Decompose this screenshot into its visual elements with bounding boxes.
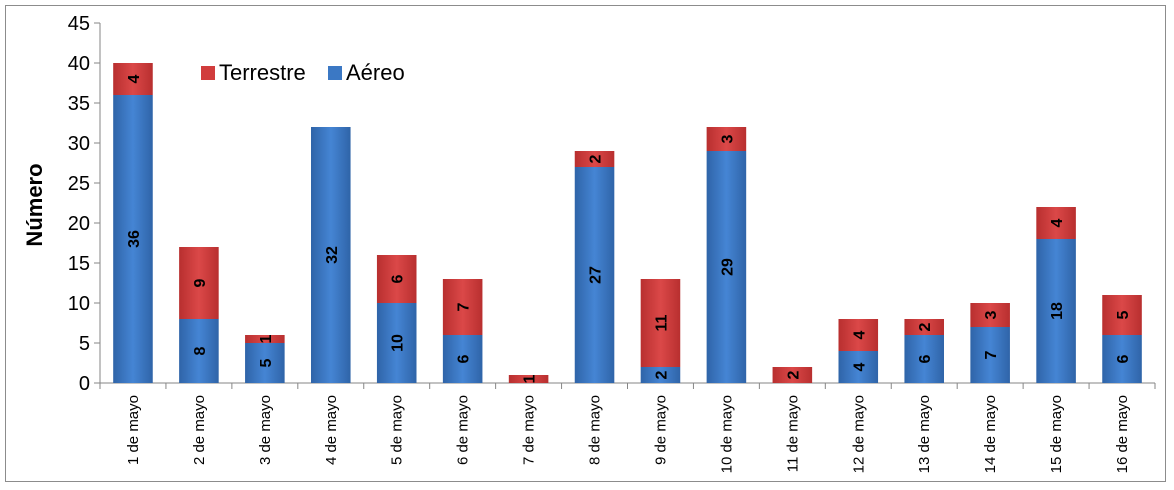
data-label-terrestre: 7 <box>456 302 473 311</box>
bar-aereo[interactable] <box>970 327 1010 383</box>
bar-aereo[interactable] <box>113 95 153 383</box>
x-tick-label: 4 de mayo <box>323 395 340 465</box>
data-label-terrestre: 3 <box>983 310 1000 319</box>
bar-terrestre[interactable] <box>113 63 153 95</box>
legend-label-terrestre: Terrestre <box>219 60 306 85</box>
data-label-aereo: 8 <box>192 346 209 355</box>
x-tick-label: 15 de mayo <box>1048 395 1065 473</box>
data-label-terrestre: 4 <box>126 74 143 83</box>
y-tick-label: 15 <box>68 253 90 275</box>
data-label-aereo: 36 <box>126 230 143 248</box>
data-label-aereo: 6 <box>456 354 473 363</box>
bar-terrestre[interactable] <box>245 335 285 343</box>
x-tick-label: 11 de mayo <box>784 395 801 472</box>
bar-aereo[interactable] <box>442 335 483 383</box>
bar-terrestre[interactable] <box>772 367 813 383</box>
data-label-terrestre: 4 <box>851 330 868 339</box>
bar-terrestre[interactable] <box>1102 295 1142 335</box>
data-label-terrestre: 1 <box>258 334 275 343</box>
bar-terrestre[interactable] <box>179 247 219 319</box>
x-tick-label: 1 de mayo <box>125 395 142 465</box>
bar-aereo[interactable] <box>311 127 351 383</box>
bar-aereo[interactable] <box>838 351 879 383</box>
y-tick-label: 5 <box>79 333 90 355</box>
bar-aereo[interactable] <box>179 319 219 383</box>
bars-group <box>113 63 1142 383</box>
data-label-terrestre: 4 <box>1049 218 1066 227</box>
bar-terrestre[interactable] <box>1036 207 1076 239</box>
x-tick-label: 2 de mayo <box>191 395 208 465</box>
legend-swatch-terrestre <box>201 66 215 80</box>
data-label-aereo: 6 <box>1115 354 1132 363</box>
bar-terrestre[interactable] <box>376 255 417 303</box>
x-tick-label: 16 de mayo <box>1114 395 1131 473</box>
y-tick-label: 20 <box>68 213 90 235</box>
data-label-terrestre: 2 <box>917 322 934 331</box>
x-tick-label: 3 de mayo <box>257 395 274 465</box>
y-tick-label: 40 <box>68 53 90 75</box>
bar-terrestre[interactable] <box>508 375 549 383</box>
bar-terrestre[interactable] <box>640 279 681 367</box>
data-label-aereo: 32 <box>324 246 341 264</box>
bar-terrestre[interactable] <box>574 151 615 167</box>
legend-swatch-aereo <box>328 66 342 80</box>
x-tick-label: 6 de mayo <box>455 395 472 465</box>
x-tick-label: 10 de mayo <box>718 395 735 473</box>
bar-terrestre[interactable] <box>442 279 483 335</box>
legend[interactable]: Terrestre Aéreo <box>201 60 405 85</box>
data-label-aereo: 18 <box>1049 302 1066 320</box>
bar-aereo[interactable] <box>1036 239 1076 383</box>
bar-aereo[interactable] <box>640 367 681 383</box>
y-tick-label: 25 <box>68 173 90 195</box>
bar-terrestre[interactable] <box>838 319 879 351</box>
y-tick-label: 35 <box>68 93 90 115</box>
data-label-aereo: 7 <box>983 350 1000 359</box>
data-label-aereo: 2 <box>653 370 670 379</box>
bar-terrestre[interactable] <box>904 319 944 335</box>
x-tick-label: 14 de mayo <box>982 395 999 473</box>
x-tick-label: 9 de mayo <box>652 395 669 465</box>
data-label-terrestre: 2 <box>785 370 802 379</box>
x-tick-label: 8 de mayo <box>587 395 604 465</box>
bar-aereo[interactable] <box>376 303 417 383</box>
bar-aereo[interactable] <box>245 343 285 383</box>
x-axis: 1 de mayo 2 de mayo 3 de mayo 4 de mayo 5 de… <box>99 382 1156 473</box>
y-tick-label: 45 <box>68 13 90 35</box>
data-label-aereo: 6 <box>917 354 934 363</box>
x-tick-label: 5 de mayo <box>389 395 406 465</box>
y-tick-label: 30 <box>68 133 90 155</box>
data-label-aereo: 10 <box>390 334 407 352</box>
bar-terrestre[interactable] <box>970 303 1010 327</box>
y-tick-label: 10 <box>68 293 90 315</box>
x-tick-label: 13 de mayo <box>916 395 933 473</box>
bar-terrestre[interactable] <box>706 127 747 151</box>
bar-aereo[interactable] <box>574 167 615 383</box>
data-label-aereo: 5 <box>258 358 275 367</box>
data-label-terrestre: 2 <box>588 154 605 163</box>
data-label-terrestre: 9 <box>192 278 209 287</box>
y-tick-label: 0 <box>79 373 90 395</box>
data-label-terrestre: 5 <box>1115 310 1132 319</box>
data-label-terrestre: 1 <box>522 374 539 383</box>
bar-aereo[interactable] <box>904 335 944 383</box>
legend-label-aereo: Aéreo <box>346 60 405 85</box>
data-label-terrestre: 11 <box>653 314 670 331</box>
bar-aereo[interactable] <box>1102 335 1142 383</box>
bar-aereo[interactable] <box>706 151 747 383</box>
x-tick-label: 7 de mayo <box>521 395 538 465</box>
y-axis-label: Número <box>22 163 47 246</box>
data-label-aereo: 29 <box>719 258 736 276</box>
y-axis: 0 5 10 15 20 25 30 35 40 45 <box>68 13 101 395</box>
data-label-terrestre: 3 <box>719 134 736 143</box>
x-tick-label: 12 de mayo <box>850 395 867 473</box>
data-label-aereo: 4 <box>851 362 868 371</box>
data-label-aereo: 27 <box>588 266 605 284</box>
data-label-terrestre: 6 <box>390 274 407 283</box>
